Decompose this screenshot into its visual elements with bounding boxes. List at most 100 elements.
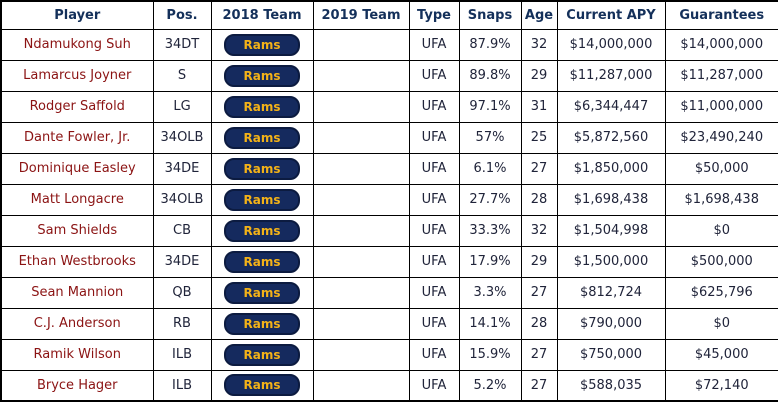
snaps-pct: 14.1% — [469, 316, 511, 331]
current-apy-cell: $1,850,000 — [556, 152, 666, 185]
column-header: Guarantees — [664, 0, 778, 30]
fa-type: UFA — [421, 130, 447, 145]
player-name-cell: Ramik Wilson — [0, 338, 154, 371]
column-header: 2019 Team — [312, 0, 410, 30]
team-2018-button[interactable]: Rams — [224, 374, 300, 397]
team-2018-button[interactable]: Rams — [224, 250, 300, 273]
team-2018-button[interactable]: Rams — [224, 64, 300, 87]
team-2018-button[interactable]: Rams — [224, 157, 300, 180]
guarantees: $23,490,240 — [680, 130, 764, 145]
player-name-cell: Sean Mannion — [0, 276, 154, 309]
table-row: Matt Longacre 34OLB Rams UFA 27.7% 28 $1,698,4… — [0, 183, 778, 216]
team-2019-cell — [312, 152, 410, 185]
guarantees-cell: $0 — [664, 214, 778, 247]
player-name-cell: Ethan Westbrooks — [0, 245, 154, 278]
table-row: Dominique Easley 34DE Rams UFA 6.1% 27 $1,850,… — [0, 152, 778, 185]
age: 31 — [530, 99, 548, 114]
player-name[interactable]: Rodger Saffold — [29, 99, 125, 114]
fa-type: UFA — [421, 254, 447, 269]
team-2018-button[interactable]: Rams — [224, 126, 300, 149]
age: 32 — [530, 223, 548, 238]
player-name[interactable]: Dante Fowler, Jr. — [24, 130, 131, 145]
player-name[interactable]: Bryce Hager — [36, 377, 118, 393]
team-2018-button-cell: Rams — [210, 369, 314, 402]
team-2018-button-cell: Rams — [210, 59, 314, 92]
player-name[interactable]: Sean Mannion — [31, 285, 124, 300]
age-cell: 32 — [520, 214, 558, 247]
table-row: Ethan Westbrooks 34DE Rams UFA 17.9% 29 $1,500… — [0, 245, 778, 278]
team-2019-cell — [312, 369, 410, 402]
guarantees: $1,698,438 — [684, 192, 759, 207]
team-2018-button[interactable]: Rams — [224, 33, 300, 56]
table-row: Ndamukong Suh 34DT Rams UFA 87.9% 32 $14,000,0… — [0, 28, 778, 61]
player-name[interactable]: Ethan Westbrooks — [18, 254, 136, 269]
snaps-pct-cell: 6.1% — [458, 152, 522, 185]
fa-type-cell: UFA — [408, 183, 460, 216]
player-name[interactable]: C.J. Anderson — [33, 316, 121, 331]
guarantees-cell: $11,287,000 — [664, 59, 778, 92]
player-name[interactable]: Sam Shields — [37, 223, 118, 238]
guarantees: $50,000 — [694, 161, 749, 176]
snaps-pct-cell: 17.9% — [458, 245, 522, 278]
team-2018-button-cell: Rams — [210, 28, 314, 61]
current-apy: $5,872,560 — [573, 130, 649, 145]
position-cell: LG — [152, 90, 212, 123]
fa-type: UFA — [421, 68, 447, 83]
fa-type-cell: UFA — [408, 90, 460, 123]
player-name[interactable]: Dominique Easley — [18, 161, 136, 176]
position: 34DE — [164, 254, 200, 269]
fa-type-cell: UFA — [408, 338, 460, 371]
fa-type: UFA — [421, 377, 447, 393]
current-apy-cell: $750,000 — [556, 338, 666, 371]
guarantees-cell: $23,490,240 — [664, 121, 778, 154]
snaps-pct-cell: 27.7% — [458, 183, 522, 216]
age: 27 — [530, 347, 548, 362]
position: QB — [172, 285, 192, 300]
position-cell: S — [152, 59, 212, 92]
snaps-pct: 89.8% — [469, 68, 511, 83]
team-2018-button[interactable]: Rams — [224, 281, 300, 304]
player-name[interactable]: Lamarcus Joyner — [23, 68, 132, 83]
team-2018-button[interactable]: Rams — [224, 343, 300, 366]
column-header: Pos. — [152, 0, 212, 30]
column-header: 2018 Team — [210, 0, 314, 30]
guarantees-cell: $1,698,438 — [664, 183, 778, 216]
snaps-pct-cell: 33.3% — [458, 214, 522, 247]
team-2018-button[interactable]: Rams — [224, 188, 300, 211]
team-2019-cell — [312, 245, 410, 278]
team-2018-button[interactable]: Rams — [224, 219, 300, 242]
age: 27 — [530, 285, 548, 300]
current-apy-cell: $1,500,000 — [556, 245, 666, 278]
current-apy: $14,000,000 — [569, 37, 653, 52]
snaps-pct-cell: 97.1% — [458, 90, 522, 123]
fa-type-cell: UFA — [408, 214, 460, 247]
team-2018-button-cell: Rams — [210, 214, 314, 247]
player-name[interactable]: Matt Longacre — [30, 192, 124, 207]
position-cell: 34OLB — [152, 183, 212, 216]
guarantees-cell: $625,796 — [664, 276, 778, 309]
player-name[interactable]: Ndamukong Suh — [23, 37, 131, 52]
guarantees: $625,796 — [690, 285, 753, 300]
column-header: Type — [408, 0, 460, 30]
column-header: Current APY — [556, 0, 666, 30]
team-2018-button[interactable]: Rams — [224, 312, 300, 335]
guarantees-cell: $11,000,000 — [664, 90, 778, 123]
snaps-pct: 87.9% — [469, 37, 511, 52]
age: 27 — [530, 377, 548, 393]
snaps-pct: 33.3% — [469, 223, 511, 238]
guarantees: $11,000,000 — [680, 99, 764, 114]
player-name[interactable]: Ramik Wilson — [33, 347, 121, 362]
fa-type-cell: UFA — [408, 307, 460, 340]
age: 32 — [530, 37, 548, 52]
current-apy: $790,000 — [579, 316, 643, 331]
position: 34OLB — [160, 192, 204, 207]
team-2018-button[interactable]: Rams — [224, 95, 300, 118]
fa-type: UFA — [421, 161, 447, 176]
team-2019-cell — [312, 28, 410, 61]
position: 34DT — [164, 37, 200, 52]
guarantees: $0 — [713, 316, 731, 331]
fa-type-cell: UFA — [408, 152, 460, 185]
snaps-pct: 17.9% — [469, 254, 511, 269]
table-row: Dante Fowler, Jr. 34OLB Rams UFA 57% 25 $5,872… — [0, 121, 778, 154]
snaps-pct: 57% — [475, 130, 505, 145]
